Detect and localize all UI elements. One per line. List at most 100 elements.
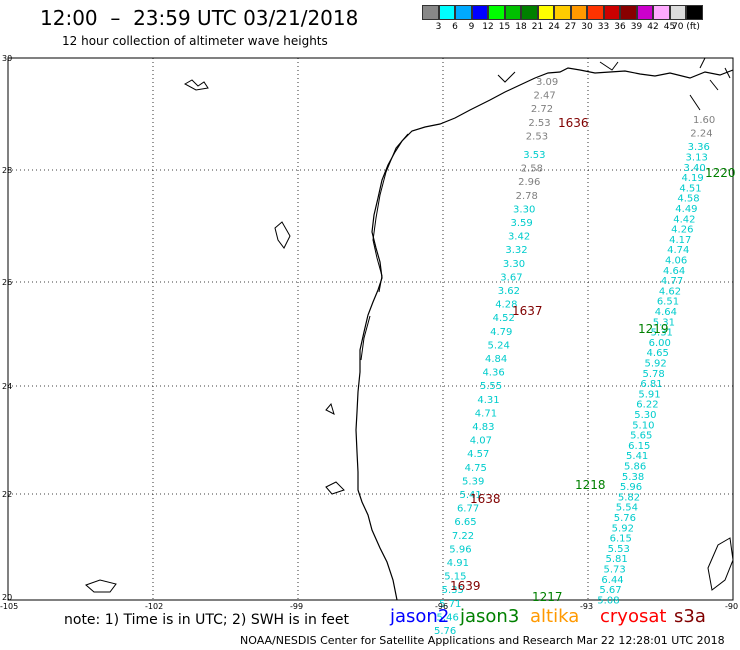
swh-value: 4.31: [477, 395, 499, 406]
scale-label: 45: [663, 22, 676, 32]
swh-value: 6.44: [601, 575, 623, 586]
swh-value: 3.40: [683, 163, 705, 174]
swh-value: 3.53: [523, 150, 545, 161]
scale-swatch: [455, 5, 472, 20]
inland-lake-5: [85, 579, 117, 593]
map-frame: [7, 57, 734, 601]
louisiana-coast-detail: [497, 57, 731, 111]
swh-value: 2.24: [690, 129, 712, 140]
swh-value: 3.62: [498, 286, 520, 297]
pass-time-label: 1638: [470, 492, 501, 506]
swh-value: 3.30: [513, 204, 535, 215]
swh-value: 5.82: [618, 492, 640, 503]
swh-value: 5.71: [439, 599, 461, 610]
footer-credit: NOAA/NESDIS Center for Satellite Applica…: [240, 634, 725, 647]
swh-value: 4.57: [467, 449, 489, 460]
swh-value: 5.24: [488, 340, 510, 351]
swh-value: 2.72: [531, 104, 553, 115]
swh-value: 4.84: [485, 354, 507, 365]
swh-value: 2.58: [521, 164, 543, 175]
satellite-legend-jason2: jason2: [390, 606, 450, 627]
swh-value: 6.22: [636, 400, 658, 411]
scale-swatch: [521, 5, 538, 20]
longitude-label: -93: [580, 602, 593, 611]
swh-value: 4.42: [673, 214, 695, 225]
swh-value: 3.09: [536, 77, 558, 88]
swh-value: 3.67: [500, 272, 522, 283]
swh-value: 5.78: [642, 369, 664, 380]
latitude-label: 28: [2, 166, 12, 175]
swh-value: 5.92: [645, 359, 667, 370]
swh-value: 3.32: [505, 245, 527, 256]
pass-time-label: 1637: [512, 304, 543, 318]
swh-value: 6.51: [657, 297, 679, 308]
swh-value: 2.53: [528, 118, 550, 129]
scale-label: 21: [531, 22, 544, 32]
swh-value: 5.73: [603, 565, 625, 576]
swh-value: 5.08: [597, 595, 619, 606]
swh-value: 4.64: [655, 307, 677, 318]
pass-time-label: 1639: [450, 579, 481, 593]
scale-swatch: [636, 5, 653, 20]
swh-value: 3.42: [508, 232, 530, 243]
latitude-label: 26: [2, 278, 12, 287]
swh-value: 4.65: [647, 348, 669, 359]
longitude-label: -90: [725, 602, 738, 611]
map-title: 12:00 – 23:59 UTC 03/21/2018: [40, 6, 359, 30]
swh-value: 5.41: [626, 451, 648, 462]
swh-value: 4.77: [661, 276, 683, 287]
swh-value: 3.30: [503, 259, 525, 270]
swh-value: 4.75: [465, 463, 487, 474]
swh-value: 5.96: [620, 482, 642, 493]
swh-value: 4.52: [493, 313, 515, 324]
swh-value: 5.31: [653, 317, 675, 328]
swh-value: 5.30: [634, 410, 656, 421]
swh-value: 4.07: [470, 436, 492, 447]
swh-value: 5.67: [599, 585, 621, 596]
swh-value: 5.35: [442, 585, 464, 596]
swh-value: 4.79: [490, 327, 512, 338]
swh-value: 3.36: [688, 142, 710, 153]
swh-value: 5.54: [616, 503, 638, 514]
wave-height-color-scale: [422, 5, 703, 20]
latitude-label: 22: [2, 490, 12, 499]
swh-value: 2.53: [526, 131, 548, 142]
scale-label: 30: [581, 22, 593, 32]
swh-value: 5.39: [462, 476, 484, 487]
swh-value: 5.38: [622, 472, 644, 483]
map-subtitle: 12 hour collection of altimeter wave hei…: [62, 34, 328, 48]
swh-value: 4.51: [679, 183, 701, 194]
inland-lake-6: [707, 537, 734, 591]
scale-label: 24: [548, 22, 560, 32]
latitude-label: 24: [2, 382, 12, 391]
swh-value: 6.15: [628, 441, 650, 452]
scale-swatch: [603, 5, 620, 20]
pass-time-label: 1636: [558, 116, 589, 130]
scale-swatch: [669, 5, 686, 20]
lat-lon-grid: [7, 57, 734, 601]
scale-label: 6: [452, 22, 458, 32]
swh-value: 4.74: [667, 245, 689, 256]
swh-value: 5.10: [632, 420, 654, 431]
barrier-islands: [360, 133, 409, 361]
swh-value: 5.46: [437, 612, 459, 623]
scale-label: 12: [482, 22, 494, 32]
swh-value: 4.28: [495, 300, 517, 311]
scale-label: 9: [468, 22, 475, 32]
swh-value: 2.96: [518, 177, 540, 188]
latitude-label: 20: [2, 593, 12, 602]
gulf-coastline: [355, 67, 734, 601]
swh-value: 5.81: [606, 554, 628, 565]
scale-swatch: [554, 5, 571, 20]
swh-value: 4.64: [663, 266, 685, 277]
swh-value: 5.41: [460, 490, 482, 501]
swh-value: 4.36: [482, 368, 504, 379]
swh-value: 1.60: [693, 115, 715, 126]
inland-lake-1: [183, 79, 209, 91]
swh-value: 2.78: [516, 191, 538, 202]
scale-label: 70 (ft): [672, 22, 700, 32]
scale-swatch: [537, 5, 554, 20]
inland-lake-4: [325, 481, 345, 495]
scale-swatch: [504, 5, 521, 20]
